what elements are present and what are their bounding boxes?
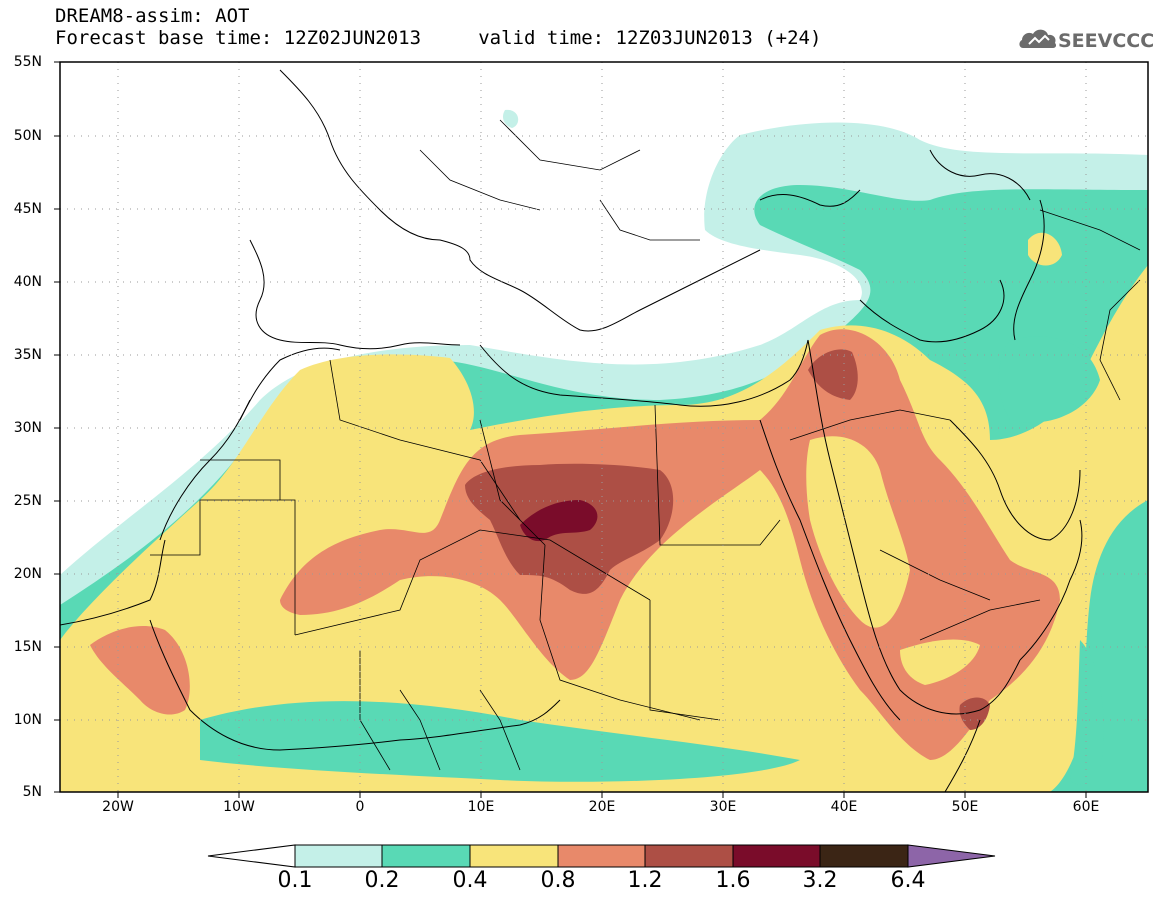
lat-label: 10N xyxy=(13,712,42,728)
colorbar-bin xyxy=(732,844,821,868)
lon-label: 10E xyxy=(467,799,495,815)
graticule xyxy=(60,62,1148,792)
cloud-icon xyxy=(1019,29,1057,48)
colorbar-label: 1.2 xyxy=(627,868,663,893)
lat-label: 30N xyxy=(13,420,42,436)
colorbar-label: 1.6 xyxy=(715,868,751,893)
colorbar-bin xyxy=(557,844,646,868)
lat-label: 20N xyxy=(13,566,42,582)
colorbar-label: 0.1 xyxy=(277,868,313,893)
colorbar-above-triangle xyxy=(907,844,996,868)
coastlines xyxy=(60,69,1083,792)
lon-label: 50E xyxy=(951,799,979,815)
lat-label: 50N xyxy=(13,128,42,144)
lat-label: 40N xyxy=(13,274,42,290)
colorbar-label: 3.2 xyxy=(802,868,838,893)
lon-label: 60E xyxy=(1072,799,1100,815)
lat-label: 45N xyxy=(13,201,42,217)
lat-label: 25N xyxy=(13,493,42,509)
lon-label: 20E xyxy=(588,799,616,815)
colorbar-bin xyxy=(469,844,559,868)
map-title: DREAM8-assim: AOT xyxy=(55,5,250,27)
colorbar-label: 6.4 xyxy=(890,868,926,893)
lat-label: 35N xyxy=(13,347,42,363)
lat-label: 5N xyxy=(22,784,42,800)
colorbar-label: 0.4 xyxy=(452,868,488,893)
map-subtitle: Forecast base time: 12Z02JUN2013 valid t… xyxy=(55,27,822,49)
colorbar-below-triangle xyxy=(207,844,296,868)
lon-label: 30E xyxy=(709,799,737,815)
aot-contour-1.6 xyxy=(520,500,598,542)
lon-label: 40E xyxy=(830,799,858,815)
lat-label: 15N xyxy=(13,639,42,655)
colorbar-bin xyxy=(819,844,909,868)
colorbar-bin xyxy=(294,844,383,868)
colorbar-bin xyxy=(381,844,471,868)
lon-label: 0 xyxy=(355,799,365,815)
borders xyxy=(150,119,1141,771)
aot-contour-0.8 xyxy=(280,329,1060,760)
colorbar-label: 0.2 xyxy=(364,868,400,893)
colorbar-label: 0.8 xyxy=(540,868,576,893)
colorbar-bin xyxy=(644,844,734,868)
lon-label: 20W xyxy=(102,799,134,815)
logo-text: SEEVCCC xyxy=(1058,30,1155,52)
lon-label: 10W xyxy=(223,799,255,815)
lat-label: 55N xyxy=(13,54,42,70)
colorbar xyxy=(207,844,996,868)
map-frame xyxy=(59,61,1149,793)
